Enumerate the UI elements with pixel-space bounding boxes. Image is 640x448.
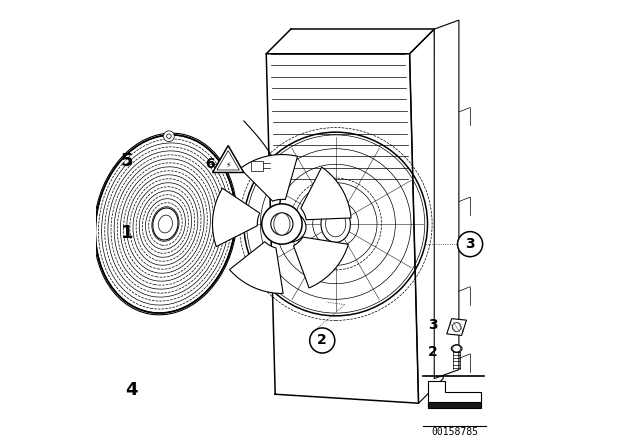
Circle shape bbox=[458, 232, 483, 257]
Polygon shape bbox=[428, 402, 481, 408]
Circle shape bbox=[310, 328, 335, 353]
Polygon shape bbox=[447, 319, 467, 336]
Text: 6: 6 bbox=[205, 156, 215, 171]
Text: ⚡: ⚡ bbox=[225, 160, 231, 169]
Text: 5: 5 bbox=[121, 152, 134, 170]
Text: 00158785: 00158785 bbox=[431, 427, 478, 437]
Text: 2: 2 bbox=[317, 333, 327, 348]
Circle shape bbox=[262, 204, 302, 244]
Circle shape bbox=[271, 213, 293, 235]
Ellipse shape bbox=[274, 213, 290, 235]
Ellipse shape bbox=[451, 345, 462, 352]
Text: 2: 2 bbox=[428, 345, 438, 359]
Text: 3: 3 bbox=[428, 318, 438, 332]
Ellipse shape bbox=[321, 206, 350, 242]
Polygon shape bbox=[230, 242, 283, 293]
Text: 1: 1 bbox=[121, 224, 134, 242]
Circle shape bbox=[164, 131, 174, 142]
Polygon shape bbox=[212, 188, 260, 246]
Polygon shape bbox=[251, 161, 263, 171]
Circle shape bbox=[452, 323, 461, 332]
Polygon shape bbox=[435, 20, 459, 379]
Ellipse shape bbox=[267, 210, 306, 242]
Text: 4: 4 bbox=[125, 381, 138, 399]
Polygon shape bbox=[428, 381, 481, 403]
Ellipse shape bbox=[153, 208, 178, 240]
Text: 3: 3 bbox=[465, 237, 475, 251]
Polygon shape bbox=[212, 146, 244, 172]
Polygon shape bbox=[294, 237, 348, 288]
Polygon shape bbox=[301, 167, 351, 220]
Ellipse shape bbox=[326, 211, 346, 237]
Polygon shape bbox=[240, 155, 298, 201]
Ellipse shape bbox=[276, 218, 296, 235]
